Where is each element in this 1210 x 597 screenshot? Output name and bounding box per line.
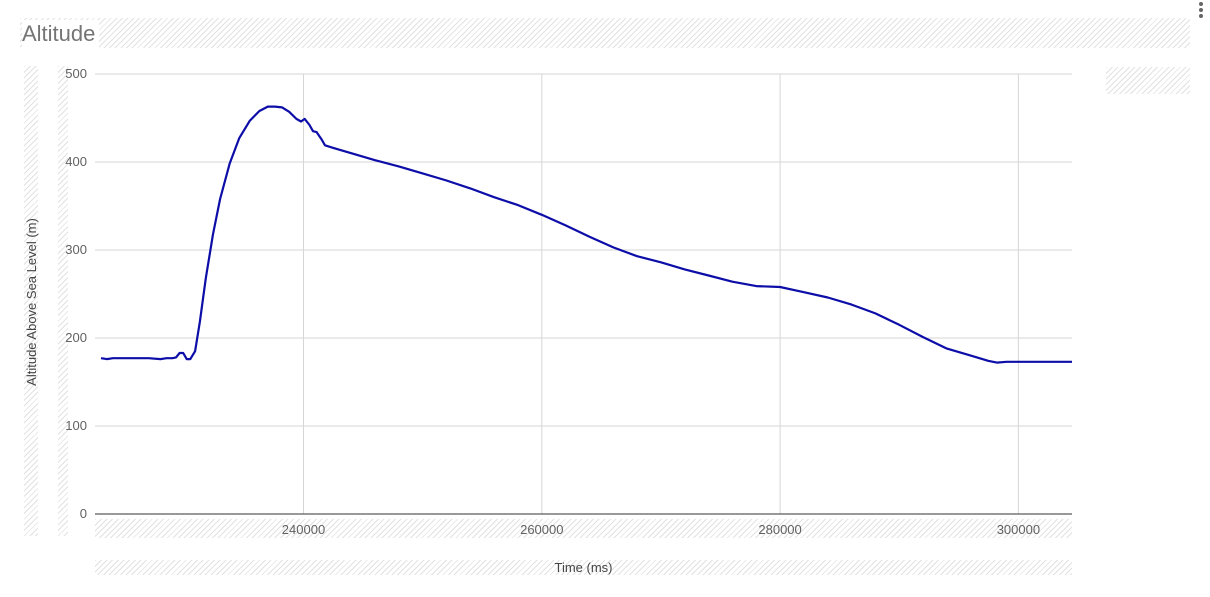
y-tick-label-hatch — [58, 66, 68, 536]
x-tick-label: 240000 — [282, 522, 325, 537]
y-tick-labels: 0 100 200 300 400 500 — [65, 66, 87, 521]
y-tick-label: 0 — [80, 506, 87, 521]
y-tick-label: 200 — [65, 330, 87, 345]
y-tick-label: 500 — [65, 66, 87, 81]
x-tick-label-hatch — [95, 519, 1072, 538]
legend-placeholder-hatch — [1106, 67, 1190, 94]
x-axis-title-hatch — [95, 560, 1072, 575]
x-tick-label: 300000 — [997, 522, 1040, 537]
y-tick-label: 100 — [65, 418, 87, 433]
x-tick-labels: 240000 260000 280000 300000 — [282, 522, 1040, 537]
altitude-series-line — [100, 105, 1072, 364]
y-axis-title: Altitude Above Sea Level (m) — [24, 218, 39, 386]
more-vert-icon[interactable] — [1193, 0, 1209, 24]
x-axis-title: Time (ms) — [554, 560, 612, 575]
chart-title: Altitude — [22, 20, 100, 48]
x-tick-label: 260000 — [520, 522, 563, 537]
x-tick-label: 280000 — [758, 522, 801, 537]
y-axis-title-hatch — [24, 66, 38, 536]
y-tick-label: 300 — [65, 242, 87, 257]
gridlines — [95, 73, 1072, 514]
y-tick-label: 400 — [65, 154, 87, 169]
title-placeholder-hatch — [20, 18, 1190, 48]
